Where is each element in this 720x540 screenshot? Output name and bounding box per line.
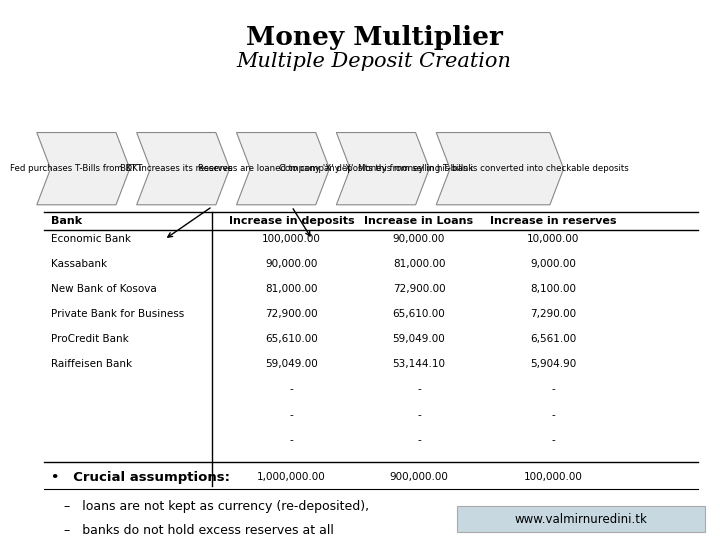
Text: 53,144.10: 53,144.10: [392, 359, 446, 369]
Polygon shape: [336, 132, 429, 205]
Polygon shape: [137, 132, 230, 205]
Text: Company 'X' deposits this money in his bank: Company 'X' deposits this money in his b…: [279, 164, 473, 173]
Text: 72,900.00: 72,900.00: [392, 284, 446, 294]
Text: -: -: [417, 410, 421, 420]
FancyArrowPatch shape: [293, 209, 310, 236]
Text: BKT increases its reserves: BKT increases its reserves: [120, 164, 233, 173]
Text: 100,000.00: 100,000.00: [524, 472, 582, 482]
Text: –   banks do not hold excess reserves at all: – banks do not hold excess reserves at a…: [64, 524, 334, 537]
Polygon shape: [436, 132, 564, 205]
Text: 900,000.00: 900,000.00: [390, 472, 449, 482]
Text: Multiple Deposit Creation: Multiple Deposit Creation: [237, 52, 512, 71]
Text: www.valmirnuredini.tk: www.valmirnuredini.tk: [514, 512, 647, 525]
FancyArrowPatch shape: [168, 208, 210, 237]
Text: 81,000.00: 81,000.00: [266, 284, 318, 294]
Text: 6,561.00: 6,561.00: [530, 334, 577, 344]
Text: 7,290.00: 7,290.00: [530, 309, 577, 319]
Text: Increase in reserves: Increase in reserves: [490, 216, 616, 226]
Text: 1,000,000.00: 1,000,000.00: [257, 472, 326, 482]
Text: -: -: [417, 435, 421, 445]
Text: Increase in Loans: Increase in Loans: [364, 216, 474, 226]
Text: 5,904.90: 5,904.90: [530, 359, 577, 369]
Polygon shape: [237, 132, 330, 205]
Text: 100,000.00: 100,000.00: [262, 233, 321, 244]
FancyBboxPatch shape: [457, 505, 705, 532]
Text: 59,049.00: 59,049.00: [392, 334, 446, 344]
Text: ProCredit Bank: ProCredit Bank: [50, 334, 128, 344]
Text: –   loans are not kept as currency (re-deposited),: – loans are not kept as currency (re-dep…: [64, 500, 369, 513]
Text: Money from selling T-bills is converted into checkable deposits: Money from selling T-bills is converted …: [358, 164, 629, 173]
Text: -: -: [289, 435, 294, 445]
Text: -: -: [289, 410, 294, 420]
Text: Private Bank for Business: Private Bank for Business: [50, 309, 184, 319]
Text: New Bank of Kosova: New Bank of Kosova: [50, 284, 156, 294]
Text: Bank: Bank: [50, 216, 81, 226]
Text: -: -: [552, 384, 555, 395]
Polygon shape: [37, 132, 130, 205]
Text: Kassabank: Kassabank: [50, 259, 107, 269]
Text: Raiffeisen Bank: Raiffeisen Bank: [50, 359, 132, 369]
Text: 65,610.00: 65,610.00: [392, 309, 446, 319]
Text: 72,900.00: 72,900.00: [265, 309, 318, 319]
Text: Reserves are loaned to company 'X': Reserves are loaned to company 'X': [199, 164, 354, 173]
Text: 81,000.00: 81,000.00: [393, 259, 445, 269]
Text: Money Multiplier: Money Multiplier: [246, 25, 503, 50]
Text: 8,100.00: 8,100.00: [531, 284, 576, 294]
Text: -: -: [552, 410, 555, 420]
Text: 90,000.00: 90,000.00: [393, 233, 445, 244]
Text: 9,000.00: 9,000.00: [531, 259, 576, 269]
Text: •   Crucial assumptions:: • Crucial assumptions:: [50, 471, 230, 484]
Text: 10,000.00: 10,000.00: [527, 233, 580, 244]
Text: -: -: [289, 384, 294, 395]
Text: -: -: [552, 435, 555, 445]
Text: Increase in deposits: Increase in deposits: [229, 216, 354, 226]
Text: 59,049.00: 59,049.00: [265, 359, 318, 369]
Text: -: -: [417, 384, 421, 395]
Text: 65,610.00: 65,610.00: [265, 334, 318, 344]
Text: Fed purchases T-Bills from DKT: Fed purchases T-Bills from DKT: [10, 164, 143, 173]
Text: Economic Bank: Economic Bank: [50, 233, 130, 244]
Text: 90,000.00: 90,000.00: [266, 259, 318, 269]
